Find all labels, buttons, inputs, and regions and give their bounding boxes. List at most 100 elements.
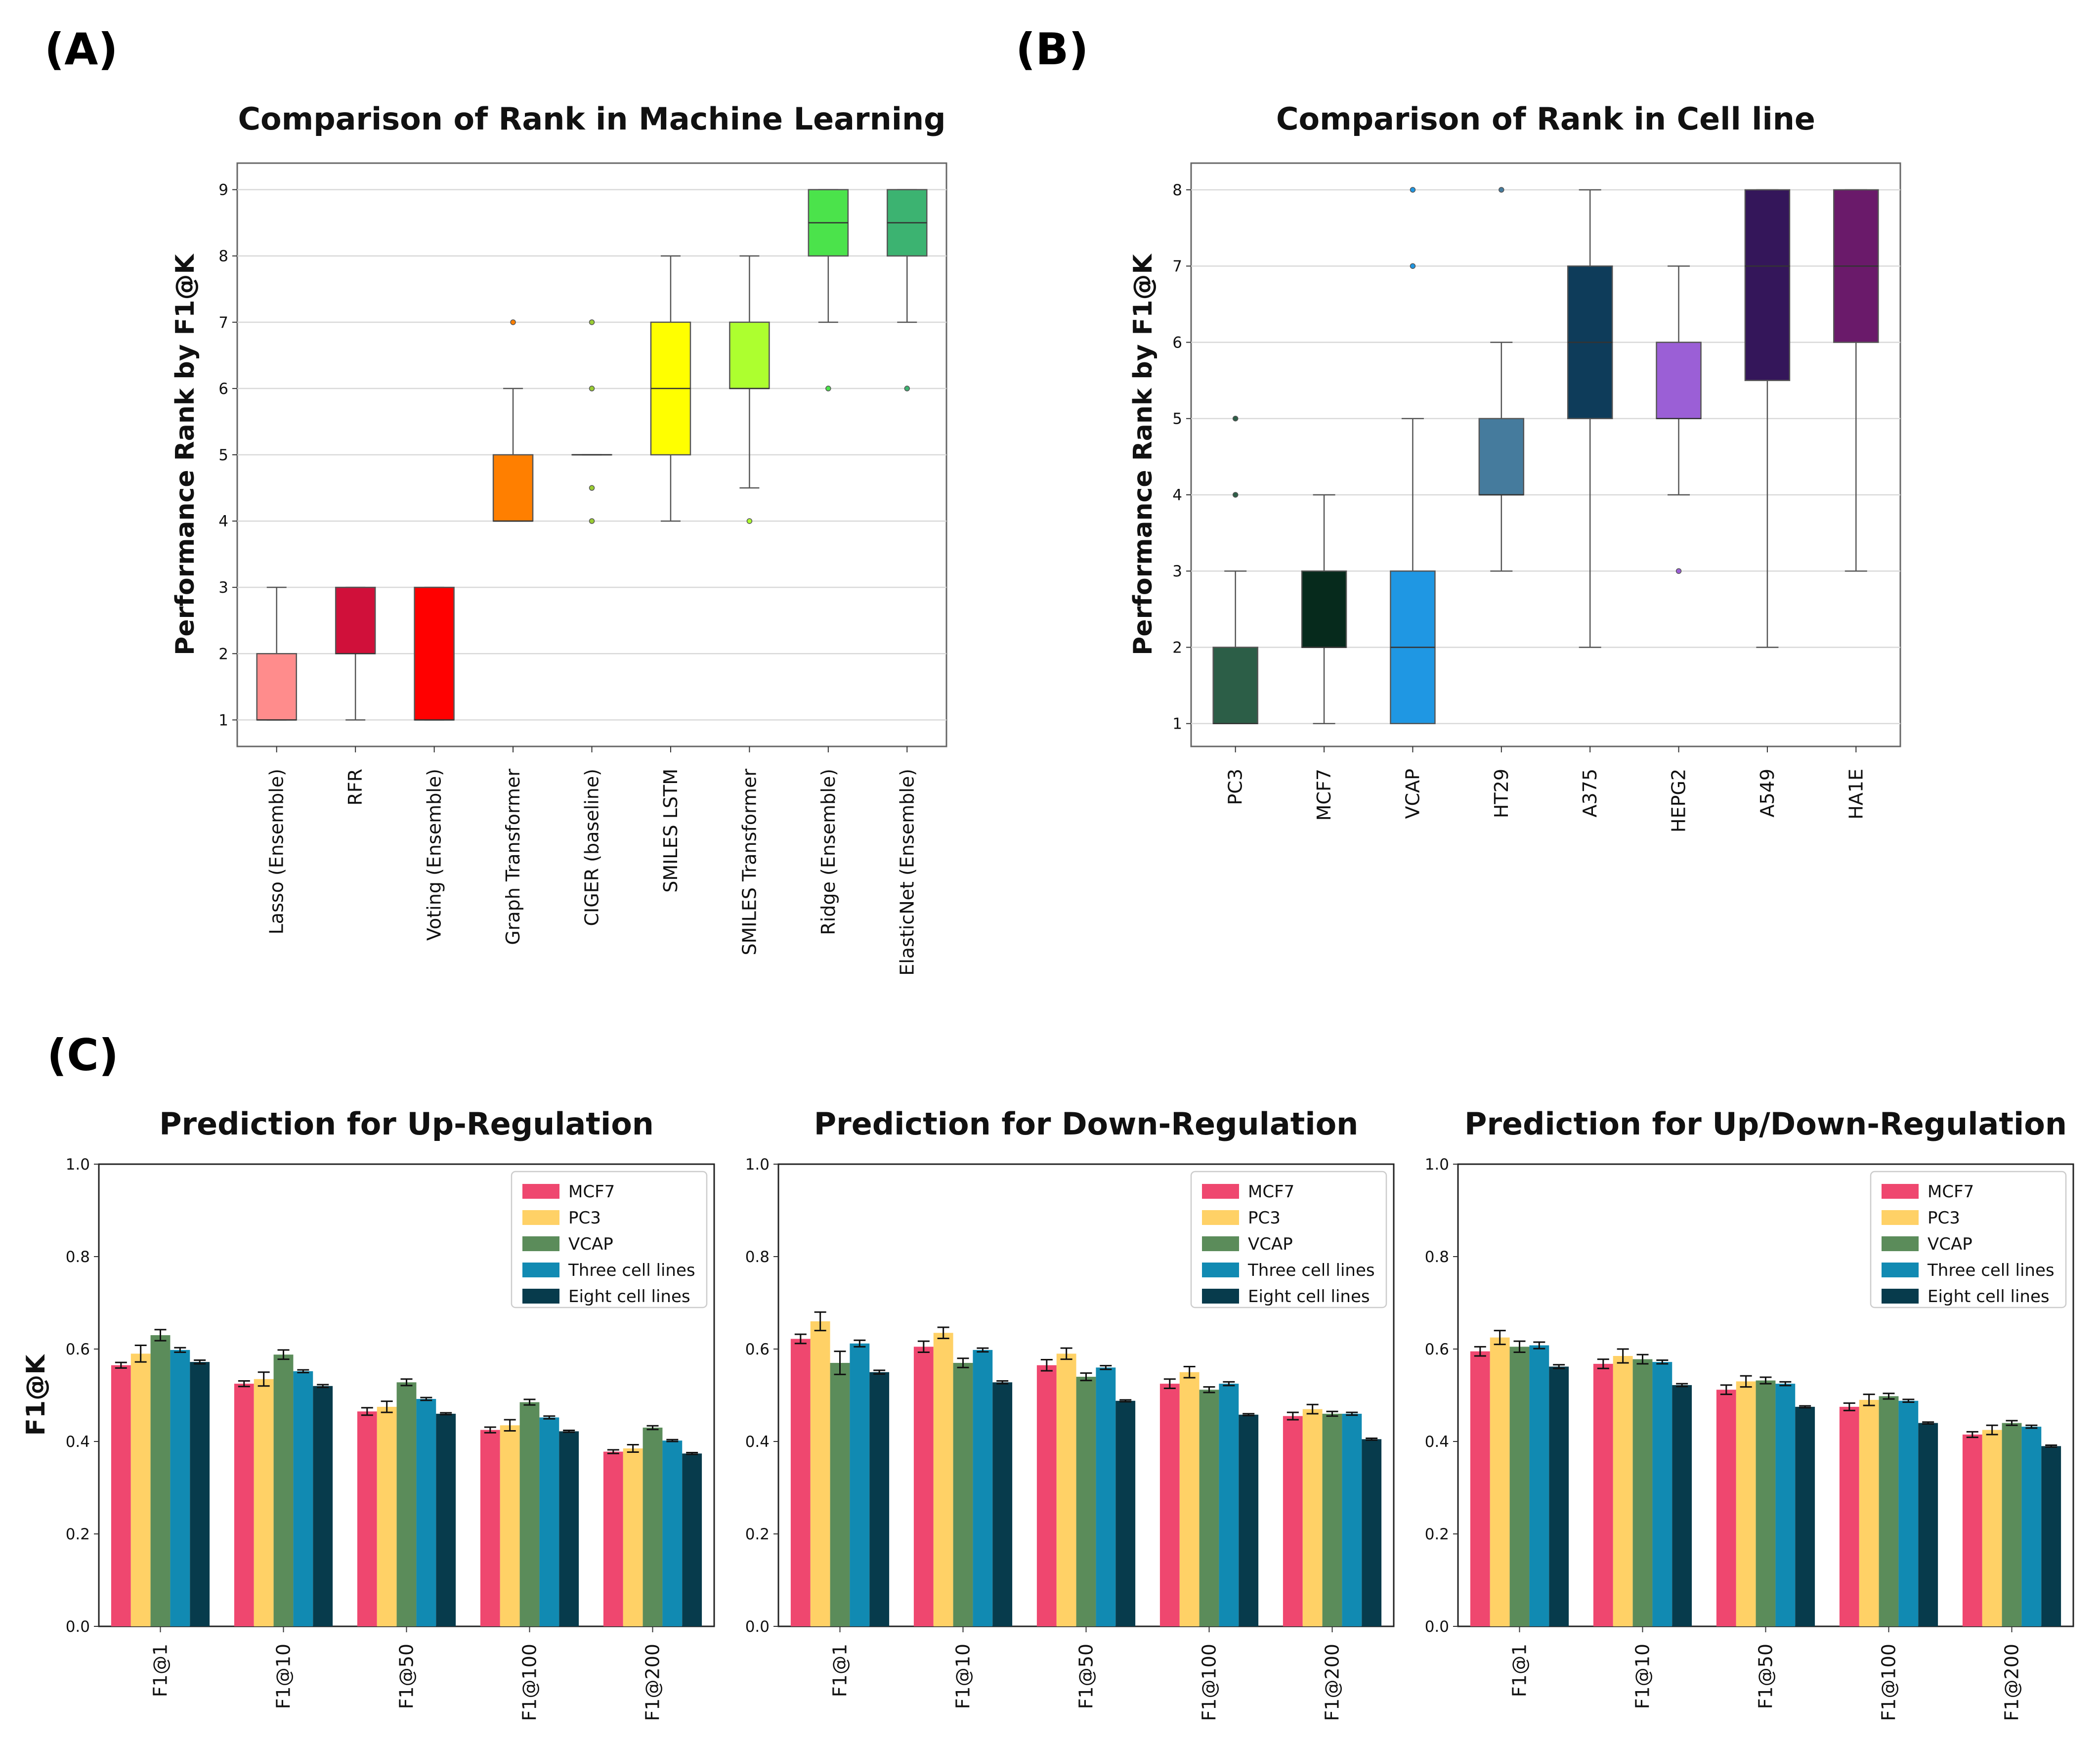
boxplot-A: 1 2 3 4 5 6 7 8 9 Lasso (Ensemble) RFR Voting (Ense… bbox=[171, 101, 947, 976]
legend-entry: VCAP bbox=[1928, 1234, 1972, 1254]
x-tick-label: SMILES LSTM bbox=[660, 769, 682, 893]
bar bbox=[1795, 1406, 1815, 1626]
y-tick-label: 0.2 bbox=[745, 1526, 770, 1543]
bar bbox=[1470, 1351, 1490, 1626]
legend: MCF7 PC3 VCAP Three cell lines Eight cell li… bbox=[1190, 1171, 1387, 1309]
x-tick-label: PC3 bbox=[1225, 769, 1246, 805]
x-tick-label: HA1E bbox=[1845, 769, 1867, 820]
legend-swatch bbox=[522, 1263, 559, 1277]
y-tick-label: 2 bbox=[218, 645, 228, 663]
x-tick-label: F1@50 bbox=[1075, 1644, 1097, 1709]
y-tick-label: 8 bbox=[218, 248, 228, 265]
x-tick-label: F1@200 bbox=[2001, 1644, 2023, 1721]
legend-entry: Three cell lines bbox=[568, 1261, 695, 1280]
bar bbox=[973, 1350, 993, 1626]
bar bbox=[790, 1339, 811, 1626]
x-tick-label: A549 bbox=[1757, 769, 1778, 818]
box bbox=[335, 586, 376, 654]
outlier-point bbox=[589, 319, 595, 325]
y-tick-label: 3 bbox=[218, 579, 228, 597]
legend-entry: PC3 bbox=[1928, 1208, 1960, 1228]
y-tick-label: 5 bbox=[1172, 410, 1182, 428]
legend-entry: Eight cell lines bbox=[1928, 1287, 2050, 1307]
legend-swatch bbox=[1882, 1184, 1919, 1199]
x-tick-label: VCAP bbox=[1402, 769, 1423, 819]
bar bbox=[1322, 1413, 1342, 1626]
y-tick-label: 4 bbox=[218, 513, 228, 530]
x-tick-label: F1@100 bbox=[1199, 1644, 1220, 1721]
bar bbox=[1096, 1367, 1116, 1626]
bar bbox=[1716, 1390, 1736, 1626]
x-tick-label: F1@50 bbox=[396, 1644, 418, 1709]
y-tick-label: 0.0 bbox=[1425, 1618, 1449, 1636]
y-tick-label: 0.8 bbox=[66, 1248, 90, 1266]
plot-frame bbox=[1190, 162, 1901, 747]
box bbox=[414, 586, 455, 721]
outlier-point bbox=[904, 386, 910, 392]
y-tick-label: 7 bbox=[218, 314, 228, 332]
x-tick-label: F1@1 bbox=[829, 1644, 851, 1697]
legend-entry: MCF7 bbox=[1248, 1182, 1294, 1202]
y-tick-label: 0.6 bbox=[745, 1341, 770, 1358]
bar bbox=[662, 1440, 683, 1626]
box bbox=[492, 454, 534, 522]
y-tick-label: 0.2 bbox=[66, 1526, 90, 1543]
legend-entry: PC3 bbox=[568, 1208, 601, 1228]
legend-swatch bbox=[1202, 1263, 1239, 1277]
x-tick-label: F1@50 bbox=[1755, 1644, 1777, 1709]
y-tick-label: 3 bbox=[1172, 563, 1182, 580]
x-tick-label: RFR bbox=[344, 769, 366, 806]
y-axis-label: F1@K bbox=[21, 1354, 51, 1436]
bar bbox=[623, 1448, 643, 1626]
bar bbox=[830, 1363, 850, 1626]
outlier-point bbox=[589, 518, 595, 524]
legend-swatch bbox=[1202, 1289, 1239, 1304]
bar bbox=[992, 1382, 1013, 1626]
bar bbox=[111, 1365, 131, 1626]
legend-swatch bbox=[522, 1210, 559, 1225]
box bbox=[1301, 570, 1347, 648]
panel-label-b: (B) bbox=[1016, 24, 1089, 75]
bar bbox=[1736, 1381, 1756, 1626]
bar bbox=[150, 1335, 171, 1626]
bar bbox=[313, 1386, 333, 1626]
bar bbox=[377, 1406, 397, 1626]
y-tick-label: 0.0 bbox=[66, 1618, 90, 1636]
legend-entry: MCF7 bbox=[1928, 1182, 1974, 1202]
bar bbox=[519, 1402, 540, 1626]
x-tick-label: A375 bbox=[1579, 769, 1601, 818]
bar bbox=[869, 1372, 890, 1626]
bar bbox=[1362, 1439, 1382, 1626]
bar bbox=[559, 1431, 579, 1626]
chart-title: Prediction for Up-Regulation bbox=[159, 1106, 654, 1142]
legend-swatch bbox=[1882, 1236, 1919, 1251]
y-tick-label: 6 bbox=[218, 380, 228, 398]
bar bbox=[1239, 1414, 1259, 1626]
bar bbox=[1159, 1384, 1180, 1626]
x-tick-label: F1@1 bbox=[1509, 1644, 1531, 1697]
bar bbox=[1115, 1400, 1136, 1626]
charts-layer: 1 2 3 4 5 6 7 8 9 Lasso (Ensemble) RFR Voting (Ense… bbox=[21, 101, 2074, 1721]
legend-entry: Three cell lines bbox=[1247, 1261, 1375, 1280]
y-tick-label: 0.6 bbox=[1425, 1341, 1449, 1358]
legend-swatch bbox=[1882, 1263, 1919, 1277]
outlier-point bbox=[589, 485, 595, 491]
bar bbox=[1593, 1363, 1613, 1626]
y-tick-label: 0.6 bbox=[66, 1341, 90, 1358]
bar bbox=[500, 1425, 520, 1626]
outlier-point bbox=[746, 518, 753, 524]
bar bbox=[1839, 1406, 1859, 1626]
outlier-point bbox=[589, 386, 595, 392]
legend-frame bbox=[1190, 1171, 1387, 1309]
legend-entry: Three cell lines bbox=[1927, 1261, 2055, 1280]
legend-swatch bbox=[1882, 1289, 1919, 1304]
y-tick-label: 6 bbox=[1172, 334, 1182, 351]
bar bbox=[1179, 1372, 1200, 1626]
box bbox=[256, 653, 297, 721]
outlier-point bbox=[1499, 187, 1504, 193]
legend-swatch bbox=[1202, 1210, 1239, 1225]
y-tick-label: 0.0 bbox=[745, 1618, 770, 1636]
outlier-point bbox=[825, 386, 831, 392]
y-tick-label: 8 bbox=[1172, 181, 1182, 199]
